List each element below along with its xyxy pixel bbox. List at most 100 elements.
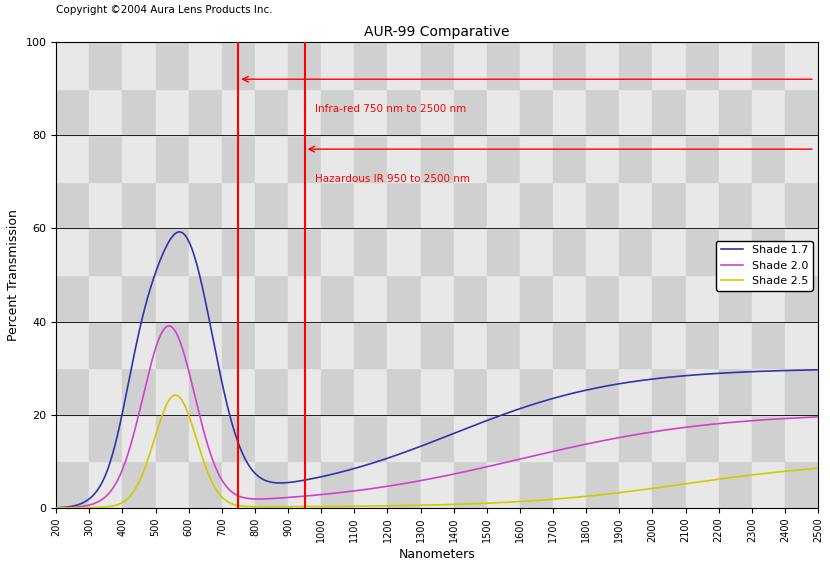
Bar (785, 275, 818, 321)
Bar (785, 135, 818, 182)
Bar (719, 368, 752, 415)
Bar (354, 461, 388, 508)
Bar (686, 42, 719, 89)
Bar (586, 321, 619, 368)
Bar (686, 461, 719, 508)
Bar (553, 42, 586, 89)
Bar (222, 228, 255, 275)
Bar (520, 321, 553, 368)
Bar (56, 415, 90, 461)
Bar (487, 228, 520, 275)
Bar (288, 321, 321, 368)
Bar (56, 275, 90, 321)
Title: AUR-99 Comparative: AUR-99 Comparative (364, 26, 510, 39)
Bar (487, 42, 520, 89)
Shade 1.7 (138, 311, 148, 318)
Bar (421, 368, 454, 415)
Bar (188, 368, 222, 415)
Bar (255, 321, 288, 368)
Bar (222, 368, 255, 415)
Shade 1.7 (344, 467, 354, 474)
Bar (354, 135, 388, 182)
Bar (686, 368, 719, 415)
Bar (586, 368, 619, 415)
Bar (123, 42, 155, 89)
Bar (90, 461, 123, 508)
Bar (686, 228, 719, 275)
Bar (487, 89, 520, 135)
Bar (321, 182, 354, 228)
Bar (752, 321, 785, 368)
Bar (188, 182, 222, 228)
Bar (586, 135, 619, 182)
Bar (188, 321, 222, 368)
Bar (619, 368, 652, 415)
Bar (818, 89, 830, 135)
Bar (652, 228, 686, 275)
Shade 2.0 (798, 414, 808, 421)
Bar (90, 368, 123, 415)
Bar (619, 42, 652, 89)
Bar (90, 42, 123, 89)
Shade 2.5 (138, 469, 148, 476)
Bar (752, 415, 785, 461)
Bar (454, 275, 487, 321)
Bar (255, 461, 288, 508)
Shade 2.5 (170, 392, 180, 399)
Bar (520, 275, 553, 321)
Bar (719, 42, 752, 89)
Bar (818, 275, 830, 321)
Bar (553, 228, 586, 275)
Bar (56, 461, 90, 508)
Bar (188, 228, 222, 275)
Bar (686, 321, 719, 368)
Bar (388, 228, 421, 275)
Bar (255, 0, 288, 42)
Bar (354, 182, 388, 228)
Shade 1.7 (813, 366, 823, 373)
Bar (818, 228, 830, 275)
Bar (288, 368, 321, 415)
Bar (619, 228, 652, 275)
Bar (155, 368, 188, 415)
Bar (520, 228, 553, 275)
Bar (155, 461, 188, 508)
Bar (686, 415, 719, 461)
Bar (818, 368, 830, 415)
Bar (454, 89, 487, 135)
Bar (288, 89, 321, 135)
Bar (752, 368, 785, 415)
Y-axis label: Percent Transmission: Percent Transmission (7, 209, 20, 341)
Bar (553, 461, 586, 508)
Bar (255, 135, 288, 182)
Bar (155, 135, 188, 182)
Bar (818, 42, 830, 89)
Bar (90, 0, 123, 42)
Line: Shade 2.0: Shade 2.0 (56, 326, 818, 508)
Bar (388, 135, 421, 182)
Shade 2.5 (51, 504, 61, 511)
Bar (288, 135, 321, 182)
Bar (90, 135, 123, 182)
Bar (155, 0, 188, 42)
Bar (719, 321, 752, 368)
Shade 1.7 (716, 370, 726, 377)
Bar (487, 0, 520, 42)
Bar (321, 368, 354, 415)
Bar (421, 275, 454, 321)
Bar (520, 182, 553, 228)
Bar (354, 275, 388, 321)
Bar (222, 461, 255, 508)
Bar (56, 182, 90, 228)
Bar (56, 0, 90, 42)
Bar (686, 135, 719, 182)
Bar (288, 415, 321, 461)
Bar (719, 0, 752, 42)
Bar (586, 0, 619, 42)
Shade 2.5 (813, 465, 823, 471)
Bar (752, 275, 785, 321)
Bar (719, 182, 752, 228)
Bar (454, 182, 487, 228)
Bar (123, 321, 155, 368)
Bar (652, 415, 686, 461)
